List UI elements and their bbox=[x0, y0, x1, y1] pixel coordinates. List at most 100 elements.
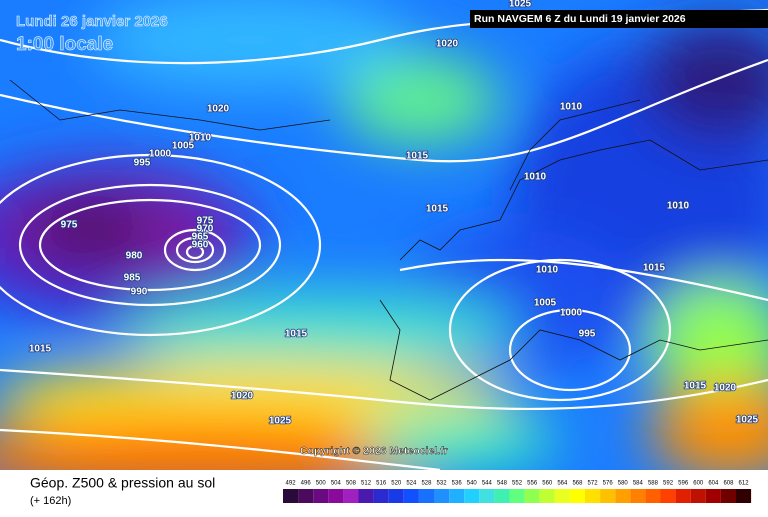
copyright: Copyright © 2026 Meteociel.fr bbox=[300, 445, 448, 457]
isobar-label: 995 bbox=[579, 329, 596, 340]
scale-cell bbox=[569, 489, 585, 503]
scale-label: 580 bbox=[618, 481, 629, 487]
scale-cell bbox=[358, 489, 374, 503]
scale-cell bbox=[403, 489, 419, 503]
isobar-label: 1015 bbox=[406, 151, 429, 162]
scale-cell bbox=[720, 489, 736, 503]
scale-cell bbox=[524, 489, 540, 503]
scale-label: 600 bbox=[693, 481, 704, 487]
isobar-label: 975 bbox=[197, 216, 214, 227]
scale-cell bbox=[343, 489, 359, 503]
scale-label: 528 bbox=[421, 481, 432, 487]
isobar-label: 995 bbox=[134, 158, 151, 169]
isobar-label: 990 bbox=[131, 287, 148, 298]
scale-label: 564 bbox=[557, 481, 568, 487]
isobar-label: 1005 bbox=[534, 298, 557, 309]
scale-cell bbox=[449, 489, 465, 503]
isobar-label: 1020 bbox=[207, 104, 230, 115]
scale-label: 548 bbox=[497, 481, 508, 487]
scale-cell bbox=[418, 489, 434, 503]
scale-cell bbox=[554, 489, 570, 503]
isobar-label: 1015 bbox=[426, 204, 449, 215]
scale-label: 540 bbox=[467, 481, 478, 487]
scale-cell bbox=[705, 489, 721, 503]
isobar-label: 980 bbox=[126, 251, 143, 262]
isobar-label: 1005 bbox=[172, 141, 195, 152]
isobar-label: 965 bbox=[192, 232, 209, 243]
isobars bbox=[0, 8, 768, 470]
isobar-label: 1025 bbox=[269, 416, 292, 427]
scale-label: 612 bbox=[739, 481, 750, 487]
scale-label: 588 bbox=[648, 481, 659, 487]
scale-label: 508 bbox=[346, 481, 357, 487]
scale-label: 576 bbox=[603, 481, 614, 487]
scale-cell bbox=[464, 489, 480, 503]
coastlines bbox=[9, 79, 768, 401]
isobar-label: 960 bbox=[192, 240, 209, 251]
scale-cell bbox=[736, 489, 752, 503]
scale-cell bbox=[373, 489, 389, 503]
scale-label: 500 bbox=[316, 481, 327, 487]
scale-label: 592 bbox=[663, 481, 674, 487]
field bbox=[0, 0, 768, 470]
scale-cell bbox=[660, 489, 676, 503]
isobar-label: 1020 bbox=[231, 391, 254, 402]
scale-cell bbox=[328, 489, 344, 503]
scale-label: 572 bbox=[588, 481, 599, 487]
isobar-label: 1020 bbox=[436, 39, 459, 50]
scale-cell bbox=[690, 489, 706, 503]
run-box bbox=[470, 10, 768, 28]
scale-label: 596 bbox=[678, 481, 689, 487]
scale-label: 532 bbox=[437, 481, 448, 487]
scale-label: 608 bbox=[723, 481, 734, 487]
isobar-label: 1000 bbox=[149, 149, 172, 160]
scale-cell bbox=[645, 489, 661, 503]
scale-cell bbox=[494, 489, 510, 503]
scale-cell bbox=[539, 489, 555, 503]
scale-label: 560 bbox=[542, 481, 553, 487]
isobar-label: 1025 bbox=[736, 415, 759, 426]
isobar-label: 1010 bbox=[536, 265, 559, 276]
scale-cell bbox=[434, 489, 450, 503]
isobar-label: 1000 bbox=[560, 308, 583, 319]
time: 1:00 locale bbox=[16, 34, 113, 55]
scale-label: 516 bbox=[376, 481, 387, 487]
run-info: Run NAVGEM 6 Z du Lundi 19 janvier 2026 bbox=[474, 13, 686, 25]
scale-cell bbox=[675, 489, 691, 503]
isobar-label: 1025 bbox=[509, 0, 532, 10]
isobar-label: 1010 bbox=[524, 172, 547, 183]
scale-cell bbox=[615, 489, 631, 503]
isobar-label: 985 bbox=[124, 273, 141, 284]
scale-label: 504 bbox=[331, 481, 342, 487]
isobar-label: 1010 bbox=[189, 133, 212, 144]
scale-label: 536 bbox=[452, 481, 463, 487]
scale-cell bbox=[630, 489, 646, 503]
scale-cell bbox=[509, 489, 525, 503]
isobar-label: 1020 bbox=[714, 383, 737, 394]
scale-label: 604 bbox=[708, 481, 719, 487]
scale-label: 512 bbox=[361, 481, 372, 487]
footer-lead: (+ 162h) bbox=[30, 495, 71, 507]
isobar-label: 1010 bbox=[667, 201, 690, 212]
isobar-label: 975 bbox=[61, 220, 78, 231]
scale-cell bbox=[585, 489, 601, 503]
scale-cell bbox=[388, 489, 404, 503]
scale-label: 544 bbox=[482, 481, 493, 487]
footer-title: Géop. Z500 & pression au sol bbox=[30, 475, 215, 491]
scale-cell bbox=[313, 489, 329, 503]
scale-label: 584 bbox=[633, 481, 644, 487]
scale-cell bbox=[298, 489, 314, 503]
scale-label: 492 bbox=[286, 481, 297, 487]
scale-label: 496 bbox=[301, 481, 312, 487]
isobar-label: 970 bbox=[197, 224, 214, 235]
isobar-label: 1010 bbox=[560, 102, 583, 113]
scale-cell bbox=[283, 489, 299, 503]
scale-label: 556 bbox=[527, 481, 538, 487]
scale-label: 524 bbox=[406, 481, 417, 487]
isobar-label: 1015 bbox=[285, 329, 308, 340]
isobar-label: 1015 bbox=[684, 381, 707, 392]
scale-label: 520 bbox=[391, 481, 402, 487]
scale-cell bbox=[479, 489, 495, 503]
scale-cell bbox=[600, 489, 616, 503]
